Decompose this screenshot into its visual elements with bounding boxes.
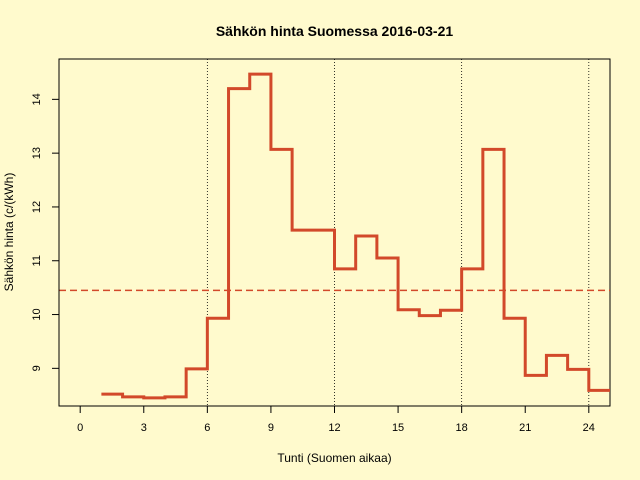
- chart-title: Sähkön hinta Suomessa 2016-03-21: [216, 23, 454, 39]
- x-tick-label: 0: [77, 422, 83, 434]
- y-tick-label: 9: [31, 365, 43, 371]
- x-axis: 0 3 6 9 12 15 18 21 24: [77, 405, 595, 434]
- x-tick-label: 21: [519, 422, 531, 434]
- y-tick-label: 10: [31, 308, 43, 320]
- y-tick-label: 11: [31, 255, 43, 266]
- x-tick-label: 3: [141, 422, 147, 434]
- x-tick-label: 24: [583, 422, 595, 434]
- x-tick-label: 9: [268, 422, 274, 434]
- y-tick-label: 12: [31, 201, 43, 213]
- x-tick-label: 6: [204, 422, 210, 434]
- x-axis-label: Tunti (Suomen aikaa): [277, 451, 391, 465]
- y-tick-label: 13: [31, 147, 43, 159]
- y-tick-label: 14: [31, 93, 43, 105]
- y-axis: 9 10 11 12 13 14: [31, 93, 60, 371]
- x-tick-label: 15: [392, 422, 404, 434]
- x-tick-label: 12: [328, 422, 340, 434]
- vertical-reference-lines: [206, 59, 590, 406]
- x-tick-label: 18: [456, 422, 468, 434]
- y-axis-label: Sähkön hinta (c/(kWh): [2, 173, 16, 292]
- price-step-line: [101, 72, 610, 400]
